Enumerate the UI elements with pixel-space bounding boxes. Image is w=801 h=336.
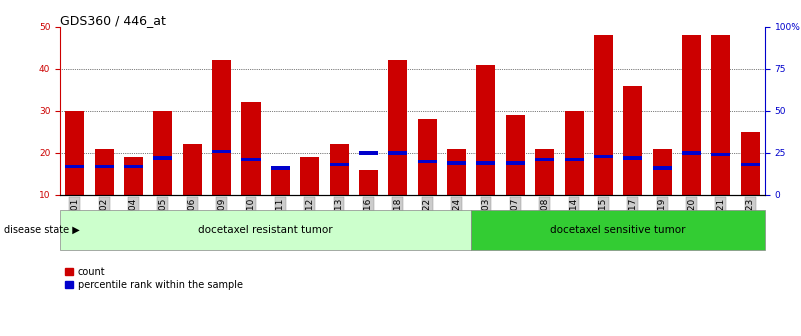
- Bar: [153, 111, 172, 195]
- Bar: [95, 149, 114, 195]
- Bar: [623, 86, 642, 195]
- Bar: [505, 115, 525, 195]
- Bar: [388, 151, 408, 155]
- Bar: [65, 111, 84, 195]
- Bar: [271, 170, 290, 195]
- Bar: [241, 158, 260, 161]
- Text: docetaxel sensitive tumor: docetaxel sensitive tumor: [550, 225, 686, 235]
- FancyBboxPatch shape: [60, 210, 471, 250]
- Bar: [241, 102, 260, 195]
- Bar: [95, 165, 114, 168]
- Text: disease state ▶: disease state ▶: [4, 225, 80, 235]
- Bar: [183, 144, 202, 195]
- Bar: [153, 156, 172, 160]
- Bar: [329, 163, 348, 166]
- Bar: [65, 165, 84, 168]
- Bar: [565, 111, 584, 195]
- Bar: [477, 161, 496, 165]
- Bar: [124, 165, 143, 168]
- Bar: [417, 119, 437, 195]
- Bar: [359, 170, 378, 195]
- Bar: [682, 151, 701, 155]
- Bar: [300, 157, 320, 195]
- Bar: [447, 149, 466, 195]
- Bar: [535, 149, 554, 195]
- Bar: [477, 65, 496, 195]
- Text: GDS360 / 446_at: GDS360 / 446_at: [60, 14, 166, 27]
- Legend: count, percentile rank within the sample: count, percentile rank within the sample: [65, 267, 243, 290]
- Bar: [623, 156, 642, 160]
- Bar: [565, 158, 584, 161]
- Bar: [388, 60, 408, 195]
- Bar: [212, 60, 231, 195]
- Bar: [741, 163, 760, 166]
- Bar: [124, 157, 143, 195]
- Bar: [359, 151, 378, 155]
- Bar: [682, 35, 701, 195]
- Bar: [711, 153, 731, 156]
- Bar: [329, 144, 348, 195]
- Bar: [271, 166, 290, 170]
- Bar: [653, 166, 672, 170]
- Bar: [711, 35, 731, 195]
- Bar: [447, 161, 466, 165]
- Bar: [535, 158, 554, 161]
- Bar: [212, 150, 231, 153]
- FancyBboxPatch shape: [471, 210, 765, 250]
- Bar: [505, 161, 525, 165]
- Bar: [741, 132, 760, 195]
- Bar: [417, 160, 437, 163]
- Bar: [653, 149, 672, 195]
- Text: docetaxel resistant tumor: docetaxel resistant tumor: [199, 225, 333, 235]
- Bar: [594, 155, 613, 158]
- Bar: [594, 35, 613, 195]
